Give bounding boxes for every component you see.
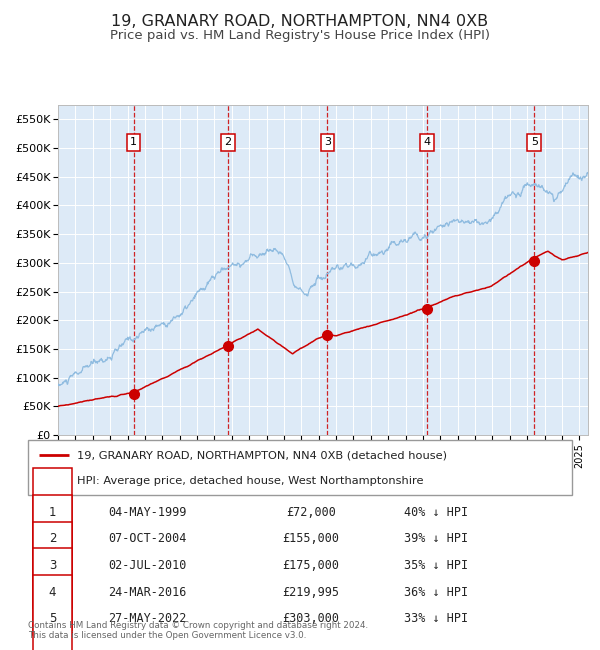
FancyBboxPatch shape <box>34 521 71 608</box>
Text: 1: 1 <box>49 506 56 519</box>
Text: £219,995: £219,995 <box>283 586 340 599</box>
Text: 2: 2 <box>49 532 56 545</box>
Text: 19, GRANARY ROAD, NORTHAMPTON, NN4 0XB: 19, GRANARY ROAD, NORTHAMPTON, NN4 0XB <box>112 14 488 29</box>
Text: 3: 3 <box>324 137 331 148</box>
Text: HPI: Average price, detached house, West Northamptonshire: HPI: Average price, detached house, West… <box>77 476 424 486</box>
Text: £303,000: £303,000 <box>283 612 340 625</box>
Text: Contains HM Land Registry data © Crown copyright and database right 2024.
This d: Contains HM Land Registry data © Crown c… <box>28 621 368 640</box>
Text: £155,000: £155,000 <box>283 532 340 545</box>
Text: 04-MAY-1999: 04-MAY-1999 <box>109 506 187 519</box>
Text: £175,000: £175,000 <box>283 559 340 572</box>
Text: 3: 3 <box>49 559 56 572</box>
FancyBboxPatch shape <box>34 495 71 582</box>
Text: 07-OCT-2004: 07-OCT-2004 <box>109 532 187 545</box>
Text: 35% ↓ HPI: 35% ↓ HPI <box>404 559 468 572</box>
FancyBboxPatch shape <box>34 469 71 555</box>
Text: 5: 5 <box>49 612 56 625</box>
Text: 27-MAY-2022: 27-MAY-2022 <box>109 612 187 625</box>
Text: 4: 4 <box>424 137 430 148</box>
Text: 33% ↓ HPI: 33% ↓ HPI <box>404 612 468 625</box>
Text: 19, GRANARY ROAD, NORTHAMPTON, NN4 0XB (detached house): 19, GRANARY ROAD, NORTHAMPTON, NN4 0XB (… <box>77 450 447 460</box>
Text: 02-JUL-2010: 02-JUL-2010 <box>109 559 187 572</box>
Text: £72,000: £72,000 <box>286 506 336 519</box>
Text: 40% ↓ HPI: 40% ↓ HPI <box>404 506 468 519</box>
FancyBboxPatch shape <box>34 548 71 634</box>
Text: 1: 1 <box>130 137 137 148</box>
Text: 2: 2 <box>224 137 232 148</box>
Text: 39% ↓ HPI: 39% ↓ HPI <box>404 532 468 545</box>
Text: 4: 4 <box>49 586 56 599</box>
Text: 5: 5 <box>531 137 538 148</box>
Text: 36% ↓ HPI: 36% ↓ HPI <box>404 586 468 599</box>
Text: 24-MAR-2016: 24-MAR-2016 <box>109 586 187 599</box>
FancyBboxPatch shape <box>34 575 71 650</box>
Text: Price paid vs. HM Land Registry's House Price Index (HPI): Price paid vs. HM Land Registry's House … <box>110 29 490 42</box>
